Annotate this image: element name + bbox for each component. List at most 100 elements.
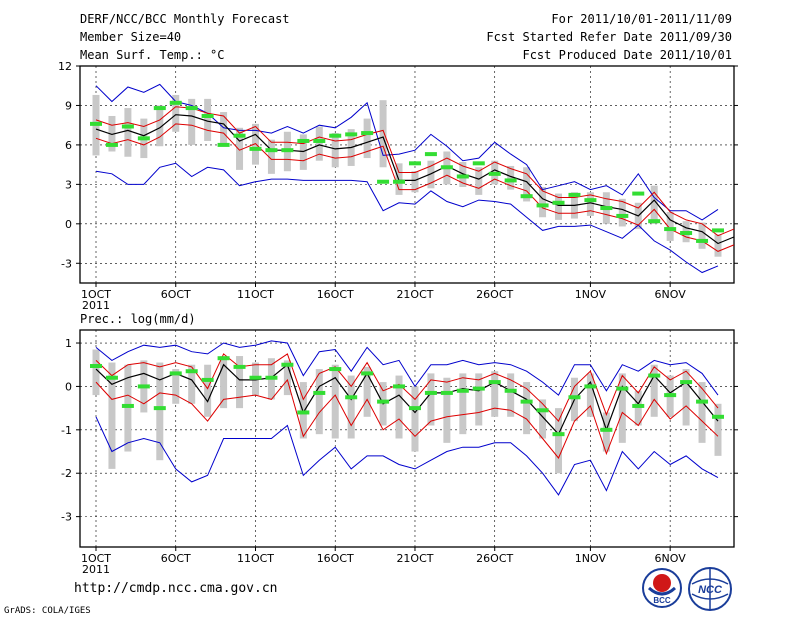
spread-box	[331, 364, 339, 439]
observation-mark	[680, 380, 693, 385]
observation-mark	[345, 132, 358, 137]
temperature-panel-title: Mean Surf. Temp.: °C	[80, 48, 225, 62]
x-tick-label: 21OCT	[396, 552, 433, 565]
observation-mark	[632, 191, 645, 196]
observation-mark	[393, 179, 406, 184]
observation-mark	[217, 142, 230, 147]
x-tick-label: 6OCT	[161, 552, 191, 565]
spread-box	[475, 373, 483, 426]
y-tick-label: -2	[61, 467, 72, 480]
observation-mark	[105, 142, 118, 147]
observation-mark	[137, 136, 150, 141]
bcc-logo-icon: BCC	[642, 568, 682, 608]
plot-frame	[79, 329, 735, 548]
observation-mark	[552, 432, 565, 437]
observation-mark	[345, 395, 358, 400]
spread-box	[204, 364, 212, 417]
spread-box	[299, 134, 307, 170]
observation-mark	[440, 390, 453, 395]
observation-mark	[297, 138, 310, 143]
observation-mark	[329, 133, 342, 138]
x-tick-label: 16OCT	[317, 552, 354, 565]
spread-box	[714, 403, 722, 456]
forecast-period: For 2011/10/01-2011/11/09	[551, 12, 732, 26]
observation-mark	[616, 213, 629, 218]
observation-mark	[217, 356, 230, 361]
spread-box	[634, 390, 642, 426]
x-tick-label: 6OCT	[161, 288, 191, 301]
grads-credit: GrADS: COLA/IGES	[4, 606, 91, 616]
spread-box	[666, 211, 674, 241]
spread-box	[443, 377, 451, 443]
spread-box	[618, 373, 626, 443]
spread-box	[555, 408, 563, 474]
spread-box	[379, 100, 387, 168]
spread-box	[682, 369, 690, 426]
observation-mark	[472, 161, 485, 166]
bcc-logo-text: BCC	[653, 596, 671, 605]
spread-box	[539, 399, 547, 439]
spread-box	[475, 167, 483, 195]
ncc-logo-text: NCC	[698, 584, 723, 596]
spread-box	[220, 356, 228, 409]
x-tick-label: 11OCT	[237, 552, 274, 565]
spread-box	[299, 382, 307, 439]
spread-box	[586, 192, 594, 216]
upper-spread-line	[95, 106, 735, 237]
observation-mark	[552, 200, 565, 205]
observation-mark	[249, 375, 262, 380]
observation-mark	[680, 231, 693, 236]
spread-box	[650, 364, 658, 417]
source-url[interactable]: http://cmdp.ncc.cma.gov.cn	[74, 581, 278, 596]
observation-mark	[568, 395, 581, 400]
observation-mark	[456, 388, 469, 393]
spread-box	[459, 373, 467, 435]
upper-spread-line	[95, 353, 719, 422]
observation-mark	[281, 148, 294, 153]
observation-mark	[584, 198, 597, 203]
observation-mark	[313, 390, 326, 395]
spread-box	[92, 349, 100, 396]
spread-box	[347, 375, 355, 439]
spread-box	[650, 185, 658, 224]
observation-mark	[696, 238, 709, 243]
observation-mark	[90, 364, 102, 369]
observation-mark	[712, 414, 724, 419]
spread-box	[156, 105, 164, 147]
x-tick-label: 1OCT	[81, 288, 111, 301]
observation-mark	[504, 388, 517, 393]
observation-mark	[201, 113, 214, 118]
observation-mark	[440, 165, 453, 170]
ncc-logo-icon: NCC	[688, 567, 732, 611]
y-tick-label: -3	[61, 257, 72, 270]
spread-box	[507, 373, 515, 417]
observation-mark	[361, 131, 374, 136]
spread-box	[523, 382, 531, 435]
observation-mark	[504, 178, 517, 183]
observation-mark	[393, 384, 406, 389]
observation-mark	[536, 408, 549, 413]
forecast-produced-date: Fcst Produced Date 2011/10/01	[522, 48, 732, 62]
x-year-label: 2011	[82, 299, 110, 312]
x-tick-label: 1NOV	[575, 288, 607, 301]
observation-mark	[185, 106, 198, 111]
spread-box	[283, 360, 291, 396]
observation-mark	[297, 410, 310, 415]
observation-mark	[712, 228, 724, 233]
observation-mark	[249, 146, 262, 151]
lower-spread-line	[95, 123, 735, 252]
logos: BCC NCC	[642, 567, 732, 611]
spread-box	[698, 222, 706, 249]
spread-box	[618, 198, 626, 227]
spread-box	[698, 382, 706, 443]
observation-mark	[169, 371, 182, 376]
observation-mark	[472, 386, 485, 391]
spread-box	[108, 362, 116, 469]
member-min-line	[95, 416, 719, 496]
spread-box	[427, 160, 435, 189]
member-max-line	[95, 340, 719, 396]
observation-mark	[233, 133, 246, 138]
spread-box	[188, 364, 196, 404]
observation-mark	[408, 161, 421, 166]
